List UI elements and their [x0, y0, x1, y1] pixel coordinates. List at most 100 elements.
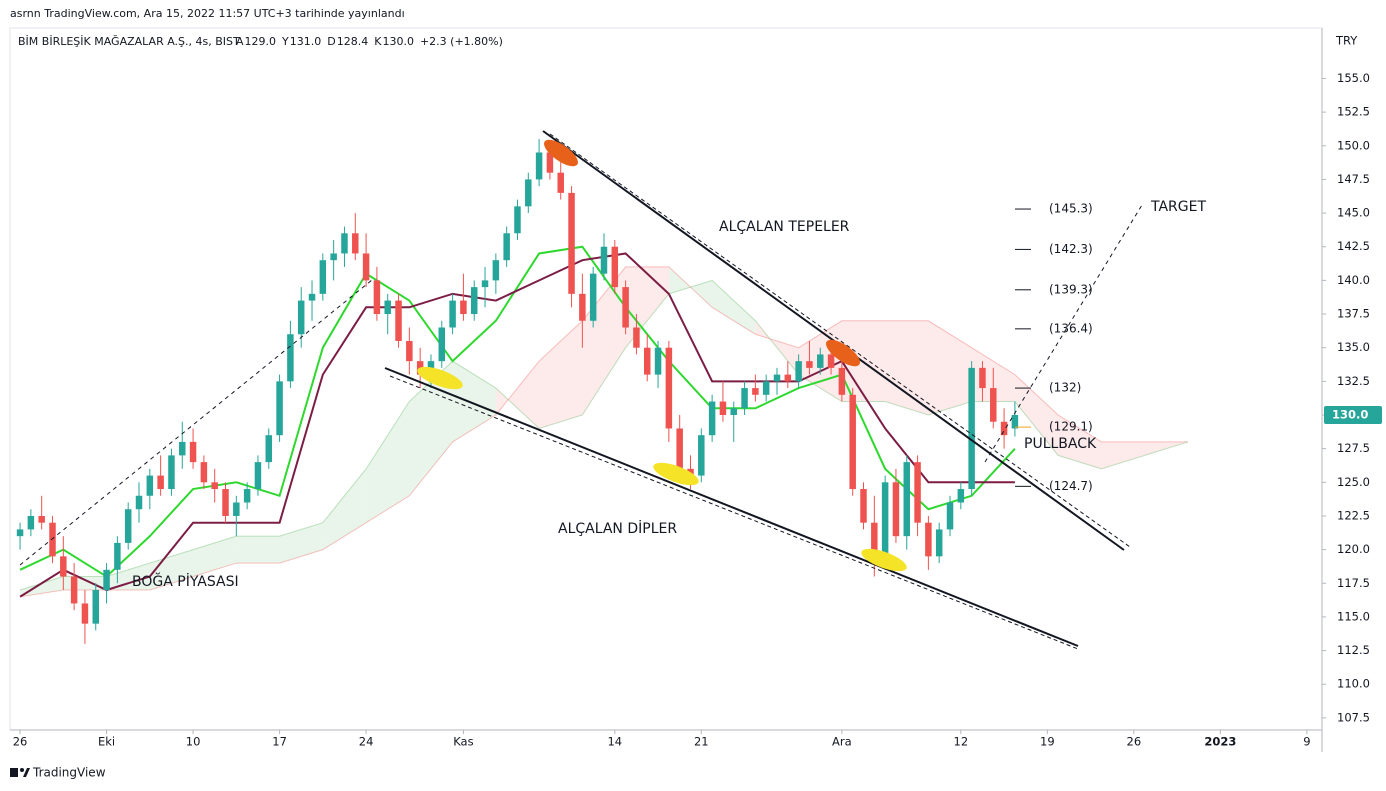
candle-body	[795, 361, 802, 382]
candle-body	[362, 253, 370, 281]
ohlc: A 129.0 Y 131.0 D 128.4 K 130.0 +2.3 (+1.80%)	[236, 35, 503, 48]
x-tick-label: 19	[1040, 735, 1055, 749]
last-price-box	[1324, 406, 1382, 424]
candle-body	[287, 334, 294, 382]
cloud-segment	[193, 536, 237, 577]
candle-body	[373, 280, 381, 315]
cloud-segment	[1014, 374, 1059, 456]
y-tick-label: 117.5	[1337, 576, 1370, 590]
candle-body	[49, 522, 56, 557]
candle-body	[60, 556, 67, 577]
candle-body	[1011, 415, 1019, 429]
candle-body	[319, 260, 327, 294]
level-label: (124.7)	[1049, 479, 1093, 493]
candle-body	[633, 327, 640, 348]
candle-body	[222, 489, 229, 516]
candle-body	[16, 529, 24, 537]
candle-body	[871, 522, 878, 564]
candle-body	[589, 273, 597, 321]
highlight	[861, 548, 907, 572]
candle-body	[730, 408, 737, 415]
candle-body	[568, 192, 575, 294]
ohlc-value: 129.0	[245, 35, 277, 48]
y-tick-label: 137.5	[1337, 307, 1370, 321]
trend-line	[384, 367, 1079, 647]
drawings	[19, 130, 1143, 650]
change: +2.3 (+1.80%)	[420, 35, 503, 48]
candle-body	[330, 253, 337, 261]
cloud-segment	[1101, 441, 1145, 469]
target-line	[984, 204, 1143, 463]
highlight	[825, 339, 861, 367]
x-tick-label: Ara	[832, 735, 852, 749]
cloud-segment	[1144, 441, 1188, 456]
y-tick-label: 140.0	[1337, 273, 1370, 287]
candle-body	[654, 347, 662, 375]
cloud-segment	[409, 361, 453, 496]
candle-body	[503, 233, 510, 261]
x-tick-label: 26	[1127, 735, 1142, 749]
candle-body	[189, 441, 197, 463]
annotation: TARGET	[1150, 199, 1206, 215]
candle-body	[860, 489, 867, 523]
candle-body	[38, 515, 45, 523]
candle-body	[579, 293, 586, 321]
y-tick-label: 115.0	[1337, 609, 1370, 623]
candle-body	[914, 462, 921, 523]
cloud-segment	[236, 536, 280, 564]
y-tick-label: 107.5	[1337, 710, 1370, 724]
y-tick-label: 147.5	[1337, 172, 1370, 186]
candle-body	[525, 179, 532, 207]
cloud-segment	[582, 266, 626, 415]
x-tick-label: Kas	[453, 735, 473, 749]
candle-body	[719, 401, 727, 415]
candle-body	[481, 280, 489, 288]
cloud-segment	[366, 401, 410, 523]
candle-body	[492, 260, 500, 281]
y-tick-label: 110.0	[1337, 677, 1370, 691]
candle-body	[179, 441, 186, 456]
cloud-segment	[1058, 415, 1102, 469]
y-tick-label: 112.5	[1337, 643, 1370, 657]
annotation: ALÇALAN DİPLER	[558, 519, 677, 537]
y-tick-label: 135.0	[1337, 340, 1370, 354]
candle-body	[135, 495, 143, 510]
candle-body	[979, 367, 986, 389]
candle-body	[925, 522, 932, 557]
cloud-segment	[452, 361, 496, 442]
annotation: BOĞA PİYASASI	[132, 572, 239, 590]
x-tick-label: 12	[954, 735, 969, 749]
y-tick-label: 150.0	[1337, 138, 1370, 152]
indicator-line	[19, 245, 1016, 578]
ohlc-key: K	[374, 35, 382, 48]
ohlc-key: Y	[281, 35, 289, 48]
highlight	[653, 462, 699, 486]
candle-body	[438, 327, 446, 362]
x-tick-label: 17	[272, 735, 287, 749]
annotation: PULLBACK	[1024, 436, 1097, 452]
candle-body	[70, 576, 78, 604]
candle-body	[146, 475, 154, 496]
candle-body	[698, 435, 705, 476]
candle-body	[849, 394, 856, 490]
candle-body	[276, 381, 283, 436]
annotation: ALÇALAN TEPELER	[719, 219, 850, 235]
trend-line	[19, 279, 373, 566]
y-tick-label: 142.5	[1337, 239, 1370, 253]
x-tick-label: 9	[1303, 735, 1310, 749]
x-tick-label: Eki	[98, 735, 115, 749]
indicator-layer	[19, 245, 1016, 598]
level-label: (139.3)	[1049, 282, 1093, 296]
y-tick-label: 132.5	[1337, 374, 1370, 388]
candle-body	[881, 482, 889, 564]
candle-body	[806, 361, 813, 368]
level-label: (132)	[1049, 381, 1081, 395]
x-tick-label: 26	[13, 735, 28, 749]
candle-body	[124, 509, 132, 543]
cloud-edge	[19, 266, 1188, 598]
cloud-segment	[20, 576, 64, 597]
candle-body	[946, 502, 954, 530]
cloud-segment	[322, 468, 367, 550]
